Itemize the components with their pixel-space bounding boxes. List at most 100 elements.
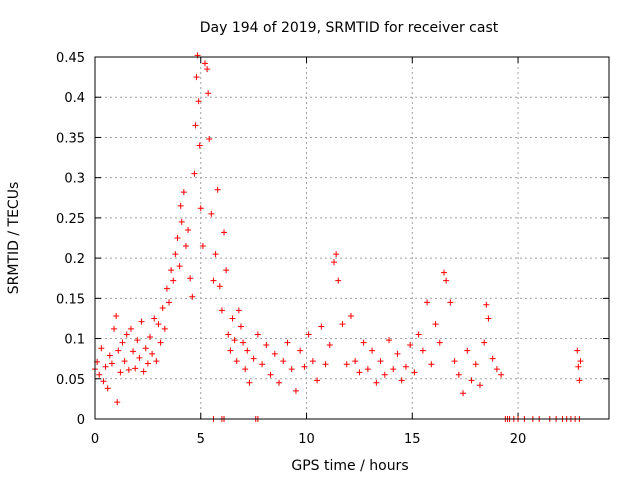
data-point — [227, 347, 234, 354]
data-point — [276, 379, 283, 386]
data-point — [460, 390, 467, 397]
y-tick-label: 0.25 — [56, 212, 85, 227]
data-point — [250, 355, 257, 362]
data-point — [189, 293, 196, 300]
data-point — [428, 361, 435, 368]
data-point — [259, 361, 266, 368]
data-point — [199, 243, 206, 250]
data-point — [197, 205, 204, 212]
chart-title: Day 194 of 2019, SRMTID for receiver cas… — [200, 20, 499, 36]
data-point — [364, 366, 371, 373]
data-point — [115, 347, 122, 354]
data-points — [92, 52, 584, 422]
data-point — [305, 331, 312, 338]
data-point — [157, 339, 164, 346]
data-point — [386, 337, 393, 344]
data-point — [267, 371, 274, 378]
data-point — [113, 313, 120, 320]
data-point — [210, 277, 217, 284]
data-point — [98, 345, 105, 352]
y-tick-label: 0.15 — [56, 292, 85, 307]
data-point — [144, 360, 151, 367]
data-point — [318, 323, 325, 330]
data-point — [242, 366, 249, 373]
data-point — [489, 355, 496, 362]
data-point — [297, 347, 304, 354]
data-point — [123, 331, 130, 338]
data-point — [263, 341, 270, 348]
data-point — [127, 325, 134, 332]
y-tick-label: 0.2 — [64, 252, 85, 267]
data-point — [402, 363, 409, 370]
x-tick-label: 5 — [197, 432, 205, 447]
data-point — [155, 321, 162, 328]
data-point — [352, 358, 359, 365]
data-point — [483, 301, 490, 308]
y-tick-label: 0.1 — [64, 333, 85, 348]
data-point — [481, 339, 488, 346]
data-point — [237, 323, 244, 330]
data-point — [575, 363, 582, 370]
data-point — [436, 339, 443, 346]
data-point — [339, 321, 346, 328]
y-axis-label: SRMTID / TECUs — [6, 182, 22, 295]
x-tick-label: 15 — [404, 432, 421, 447]
data-point — [280, 358, 287, 365]
data-point — [138, 318, 145, 325]
data-point — [447, 299, 454, 306]
data-point — [117, 369, 124, 376]
data-point — [244, 347, 251, 354]
data-point — [185, 226, 192, 233]
data-point — [240, 339, 247, 346]
data-point — [223, 267, 230, 274]
data-point — [381, 371, 388, 378]
data-point — [180, 189, 187, 196]
data-point — [229, 315, 236, 322]
data-point — [468, 377, 475, 384]
data-point — [191, 170, 198, 177]
data-point — [455, 371, 462, 378]
data-point — [221, 229, 228, 236]
data-point — [398, 377, 405, 384]
axis-ticks: 0 0.05 0.1 0.15 0.2 0.25 0.3 0.35 0.4 0.45 0 5 10 15 2… — [56, 51, 609, 447]
data-point — [271, 350, 278, 357]
data-point — [178, 218, 185, 225]
data-point — [96, 371, 103, 378]
y-tick-label: 0.35 — [56, 131, 85, 146]
data-point — [201, 60, 208, 67]
data-point — [373, 379, 380, 386]
data-point — [140, 368, 147, 375]
data-point — [485, 315, 492, 322]
y-tick-label: 0.4 — [64, 91, 85, 106]
data-point — [218, 307, 225, 314]
data-point — [136, 354, 143, 361]
data-point — [331, 259, 338, 266]
data-point — [577, 358, 584, 365]
data-point — [335, 277, 342, 284]
x-tick-label: 10 — [298, 432, 315, 447]
data-point — [216, 283, 223, 290]
data-point — [407, 341, 414, 348]
data-point — [163, 285, 170, 292]
data-point — [288, 366, 295, 373]
data-point — [159, 304, 166, 311]
x-tick-label: 0 — [91, 432, 99, 447]
data-point — [225, 331, 232, 338]
data-point — [125, 366, 132, 373]
data-point — [121, 358, 128, 365]
data-point — [130, 348, 137, 355]
data-point — [153, 358, 160, 365]
data-point — [377, 358, 384, 365]
data-point — [172, 251, 179, 258]
data-point — [356, 369, 363, 376]
data-point — [493, 366, 500, 373]
data-point — [472, 361, 479, 368]
x-axis-label: GPS time / hours — [291, 458, 408, 474]
data-point — [214, 186, 221, 193]
data-point — [119, 339, 126, 346]
data-point — [309, 358, 316, 365]
data-point — [369, 347, 376, 354]
data-point — [326, 341, 333, 348]
data-point — [208, 210, 215, 217]
